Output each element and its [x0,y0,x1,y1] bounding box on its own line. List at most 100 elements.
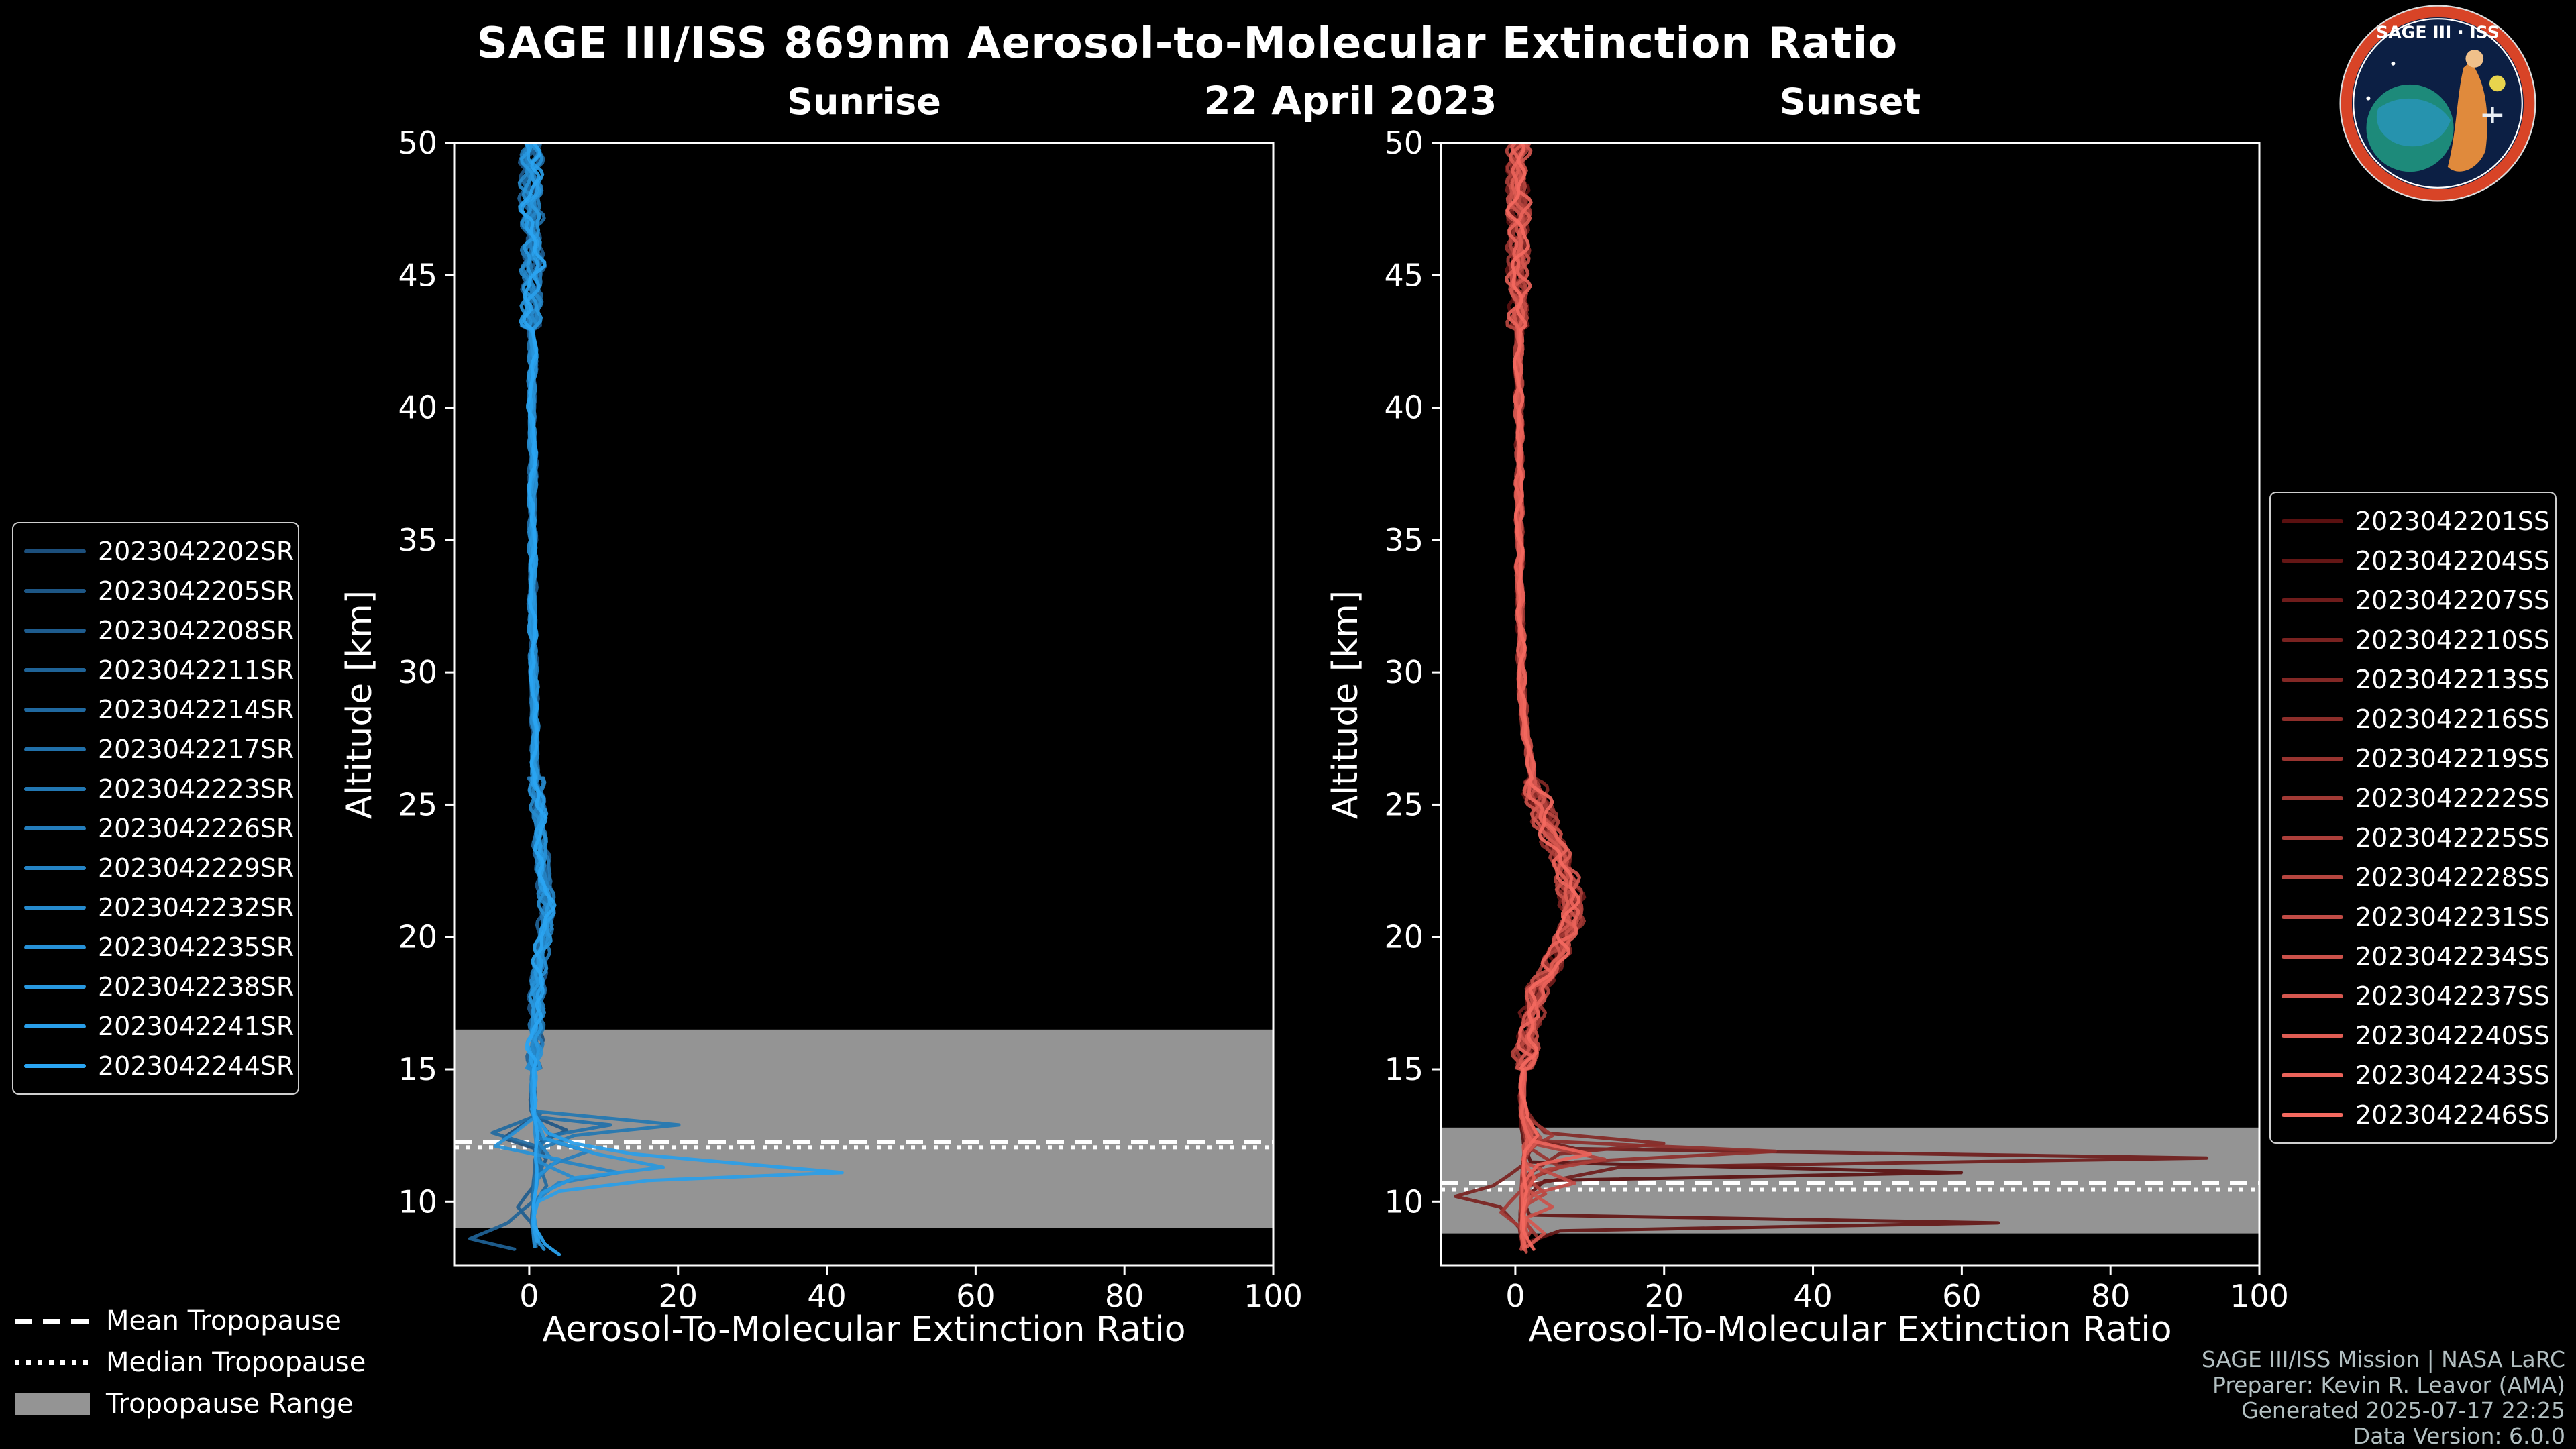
x-tick-label: 100 [1244,1278,1303,1314]
legend-line-swatch [2282,677,2343,682]
panel-sunset: 0 20 40 60 80 100 10 15 20 25 30 35 40 45 50 [1384,125,2288,1314]
legend-series-label: 2023042208SR [98,615,294,645]
legend-series-label: 2023042217SR [98,734,294,764]
legend-item: 2023042234SS [2282,936,2550,976]
legend-line-swatch [2282,598,2343,602]
legend-series-label: 2023042210SS [2355,625,2551,655]
profile-line-2023042213SS [1507,143,1666,1246]
tropopause-range-label: Tropopause Range [106,1389,354,1419]
legend-series-label: 2023042237SS [2355,981,2551,1011]
gray-patch-icon [15,1393,90,1415]
legend-series-label: 2023042205SR [98,576,294,606]
legend-series-label: 2023042216SS [2355,704,2551,734]
legend-series-label: 2023042244SR [98,1051,294,1081]
legend-item: 2023042226SR [24,808,294,848]
legend-item: 2023042232SR [24,888,294,927]
legend-sunrise: 2023042202SR 2023042205SR 2023042208SR 2023… [12,522,299,1095]
legend-series-label: 2023042213SS [2355,664,2551,694]
legend-series-label: 2023042234SS [2355,941,2551,971]
axes-frame [453,142,1275,1267]
logo-iss [2482,107,2503,123]
profile-line-2023042204SS [1505,143,2000,1246]
legend-item: 2023042214SR [24,690,294,729]
legend-line-swatch [2282,914,2343,919]
legend-item: 2023042240SS [2282,1016,2550,1055]
legend-item: 2023042229SR [24,848,294,888]
legend-item: 2023042205SR [24,571,294,610]
legend-line-swatch [24,628,86,633]
legend-line-swatch [24,549,86,553]
x-tick-label: 40 [1793,1278,1833,1314]
legend-item: 2023042219SS [2282,739,2550,778]
legend-item: 2023042228SS [2282,857,2550,897]
credit-data-version: Data Version: 6.0.0 [2353,1423,2565,1449]
legend-line-swatch [2282,954,2343,959]
legend-line-swatch [24,707,86,712]
legend-line-swatch [24,667,86,672]
legend-series-label: 2023042232SR [98,892,294,922]
dotted-line-icon [15,1360,90,1365]
legend-item: 2023042244SR [24,1046,294,1085]
legend-line-swatch [2282,796,2343,800]
legend-line-swatch [2282,1073,2343,1077]
legend-item: 2023042225SS [2282,818,2550,857]
legend-item: 2023042216SS [2282,699,2550,739]
y-tick-label: 10 [398,1183,437,1220]
legend-line-swatch [24,865,86,870]
credit-mission: SAGE III/ISS Mission | NASA LaRC [2201,1346,2565,1373]
y-tick-label: 25 [1384,786,1424,822]
x-axis-label-sunset: Aerosol-To-Molecular Extinction Ratio [1528,1309,2172,1350]
legend-line-swatch [2282,519,2343,523]
legend-item: 2023042223SR [24,769,294,808]
x-tick-label: 60 [956,1278,996,1314]
legend-series-label: 2023042201SS [2355,506,2551,536]
logo-moon [2489,75,2506,92]
legend-series-label: 2023042246SS [2355,1099,2551,1130]
logo-figure [2447,61,2487,172]
logo-text: SAGE III · ISS [2376,22,2500,42]
legend-item: 2023042210SS [2282,620,2550,659]
legend-item: 2023042204SS [2282,541,2550,580]
legend-line-swatch [2282,1033,2343,1038]
legend-series-label: 2023042241SR [98,1011,294,1041]
legend-series-label: 2023042229SR [98,853,294,883]
credit-generated: Generated 2025-07-17 22:25 [2241,1397,2565,1424]
legend-series-label: 2023042235SR [98,932,294,962]
legend-line-swatch [24,984,86,989]
median-tropopause-label: Median Tropopause [106,1347,366,1378]
legend-item: 2023042241SR [24,1006,294,1046]
page-title: SAGE III/ISS 869nm Aerosol-to-Molecular … [476,19,1898,68]
tropopause-legend: Mean Tropopause Median Tropopause Tropop… [15,1300,366,1425]
mean-tropopause-label: Mean Tropopause [106,1305,341,1336]
x-tick-label: 100 [2230,1278,2289,1314]
legend-series-label: 2023042219SS [2355,743,2551,773]
legend-item-tropopause-range: Tropopause Range [15,1383,366,1425]
legend-line-swatch [2282,875,2343,879]
x-tick-label: 40 [807,1278,847,1314]
legend-item: 2023042208SR [24,610,294,650]
panel-title-sunset: Sunset [1779,80,1921,123]
y-tick-label: 45 [1384,257,1424,293]
legend-item: 2023042237SS [2282,976,2550,1016]
legend-series-label: 2023042240SS [2355,1020,2551,1051]
date-title: 22 April 2023 [1203,78,1497,123]
profile-line-2023042246SS [1505,143,1581,1251]
profile-line-2023042243SS [1507,143,1592,1248]
legend-item: 2023042202SR [24,531,294,571]
legend-series-label: 2023042202SR [98,536,294,566]
y-axis-label-sunset: Altitude [km] [1326,590,1366,819]
legend-item-median-tropopause: Median Tropopause [15,1342,366,1383]
x-tick-label: 80 [2091,1278,2131,1314]
legend-series-label: 2023042228SS [2355,862,2551,892]
legend-item: 2023042231SS [2282,897,2550,936]
axes-frame [1440,142,2261,1267]
y-tick-label: 20 [398,919,437,955]
y-tick-label: 50 [1384,125,1424,161]
legend-item: 2023042243SS [2282,1055,2550,1095]
sage-iss-logo: SAGE III · ISS [2339,5,2536,202]
logo-red-ring [2341,6,2535,201]
legend-series-label: 2023042231SS [2355,902,2551,932]
y-tick-label: 35 [398,522,437,558]
